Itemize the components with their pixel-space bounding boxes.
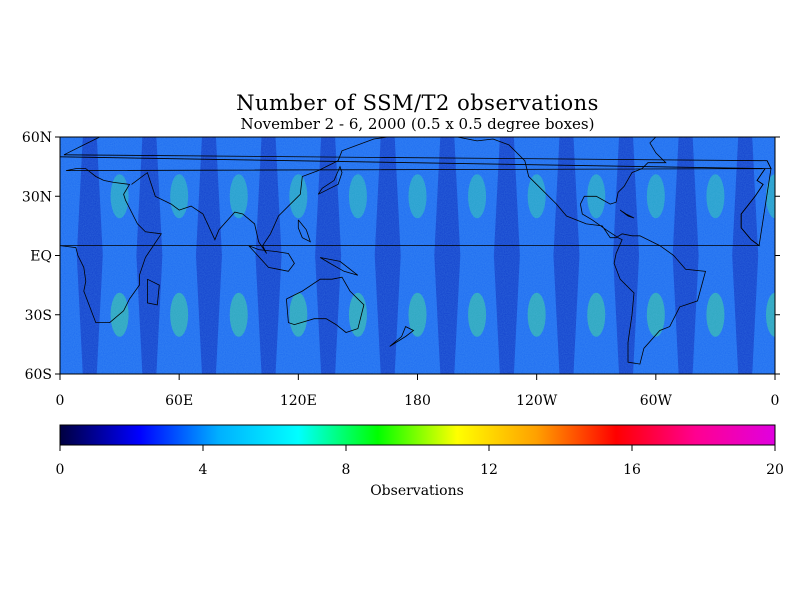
colorbar-tick-label: 20 bbox=[766, 462, 784, 478]
map-title: Number of SSM/T2 observations bbox=[236, 91, 599, 115]
lon-tick-label: 60E bbox=[165, 393, 193, 409]
coastline bbox=[457, 137, 707, 365]
coastline bbox=[389, 326, 415, 347]
latitude-axis: 60N 30N EQ 30S 60S bbox=[22, 130, 780, 383]
coastline bbox=[248, 245, 295, 272]
longitude-axis: 0 60E 120E 180 120W 60W 0 bbox=[56, 374, 780, 409]
lat-tick-label: EQ bbox=[30, 249, 52, 265]
lon-tick-label: 120W bbox=[516, 393, 558, 409]
colorbar-tick-label: 4 bbox=[199, 462, 208, 478]
coastline bbox=[297, 219, 311, 243]
lon-tick-label: 180 bbox=[404, 393, 431, 409]
coastline bbox=[317, 165, 343, 195]
lat-tick-label: 60S bbox=[25, 367, 52, 383]
lat-tick-label: 30N bbox=[22, 189, 52, 205]
lat-tick-label: 30S bbox=[25, 308, 52, 324]
colorbar-label: Observations bbox=[370, 483, 464, 499]
lon-tick-label: 60W bbox=[640, 393, 673, 409]
lat-tick-label: 60N bbox=[22, 130, 52, 146]
coastline bbox=[146, 278, 160, 306]
coastline bbox=[131, 137, 388, 254]
coastline bbox=[740, 160, 772, 247]
lon-tick-label: 120E bbox=[280, 393, 317, 409]
coastlines bbox=[60, 137, 772, 365]
lon-tick-label: 0 bbox=[771, 393, 780, 409]
map-subtitle: November 2 - 6, 2000 (0.5 x 0.5 degree b… bbox=[240, 115, 595, 133]
coastline bbox=[319, 257, 359, 276]
colorbar-tick-label: 12 bbox=[480, 462, 498, 478]
map-area bbox=[59, 136, 776, 375]
colorbar-tick-label: 16 bbox=[623, 462, 641, 478]
colorbar: 0 4 8 12 16 20 Observations bbox=[56, 424, 784, 499]
colorbar-tick-label: 0 bbox=[56, 462, 65, 478]
coastline bbox=[619, 209, 635, 219]
speckle-texture bbox=[60, 137, 775, 374]
colorbar-tick-label: 8 bbox=[342, 462, 351, 478]
coastline bbox=[286, 276, 365, 333]
lon-tick-label: 0 bbox=[56, 393, 65, 409]
colorbar-scale bbox=[59, 424, 776, 446]
